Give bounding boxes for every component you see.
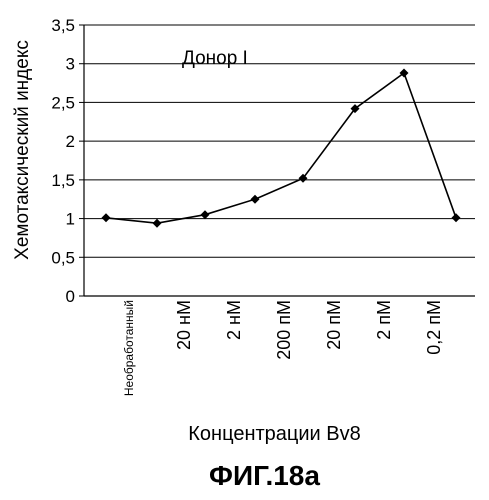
data-point [350, 104, 360, 114]
x-tick-label: 200 пМ [274, 300, 294, 360]
series-line [101, 68, 461, 228]
data-point [399, 68, 409, 78]
y-tick-label: 1,5 [51, 171, 75, 190]
data-point [152, 218, 162, 228]
series-line-path [105, 71, 457, 225]
axes [79, 24, 475, 297]
x-tick-label: 2 пМ [374, 300, 394, 340]
y-tick-label: 3 [66, 55, 75, 74]
data-point [298, 173, 308, 183]
y-tick-label: 2 [66, 132, 75, 151]
y-tick-label: 0,5 [51, 248, 75, 267]
x-tick-label: 2 нМ [224, 300, 244, 340]
y-tick-labels: 0 0,5 1 1,5 2 2,5 3 3,5 [51, 16, 75, 306]
data-point [200, 210, 210, 220]
chart-svg: 0 0,5 1 1,5 2 2,5 3 3,5 Необработанный 20 нМ 2 нМ… [51, 16, 475, 396]
chart-annotation: Донор I [182, 48, 248, 69]
x-tick-label: 20 нМ [174, 300, 194, 350]
x-tick-label: 0,2 пМ [424, 300, 444, 355]
x-tick-label: Необработанный [122, 300, 136, 396]
figure-label: ФИГ.18а [209, 460, 320, 491]
y-tick-label: 2,5 [51, 93, 75, 112]
x-axis-label: Концентрации Bv8 [188, 423, 361, 445]
gridlines [84, 24, 475, 258]
y-tick-label: 0 [66, 287, 75, 306]
x-tick-label: 20 пМ [324, 300, 344, 350]
data-point [451, 213, 461, 223]
y-axis-label-container: Хемотаксический индекс [0, 0, 40, 300]
y-axis-label: Хемотаксический индекс [12, 40, 33, 260]
data-point [250, 194, 260, 204]
y-tick-label: 3,5 [51, 16, 75, 35]
data-point [101, 213, 111, 223]
y-tick-label: 1 [66, 210, 75, 229]
x-tick-labels: Необработанный 20 нМ 2 нМ 200 пМ 20 пМ 2 пМ 0,… [122, 300, 444, 396]
